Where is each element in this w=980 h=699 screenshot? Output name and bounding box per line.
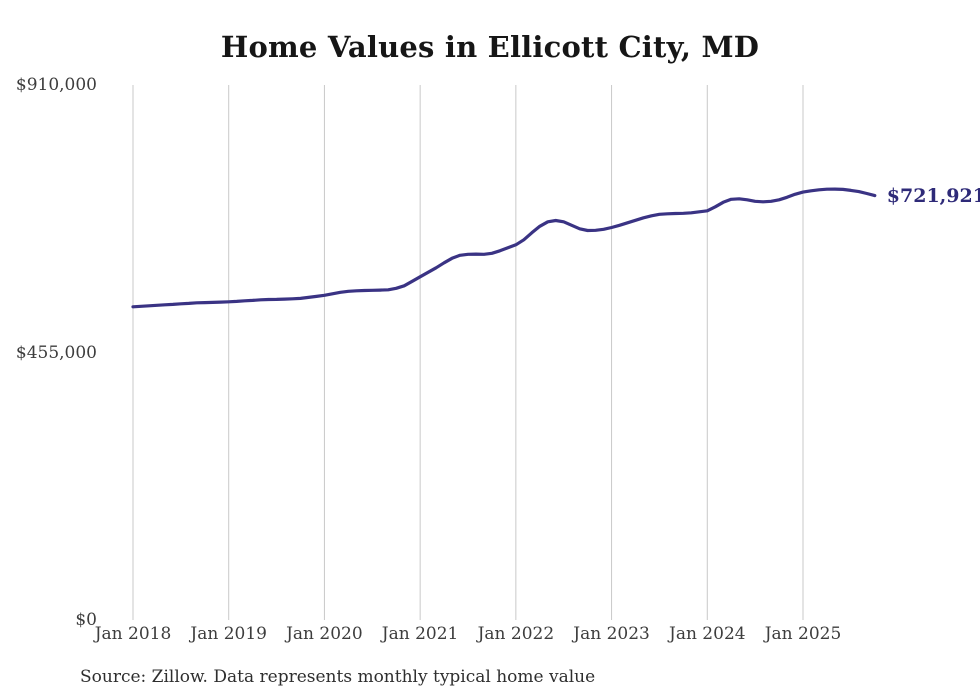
y-tick-label-1: $455,000 (15, 342, 97, 363)
y-tick-label-2: $0 (75, 610, 97, 630)
x-tick-label-jan-2019: Jan 2019 (190, 624, 267, 644)
vertical-gridlines (132, 85, 804, 620)
x-tick-label-jan-2022: Jan 2022 (477, 624, 555, 644)
x-tick-label-jan-2018: Jan 2018 (94, 624, 172, 644)
latest-value-label: $721,921 (886, 184, 980, 207)
x-tick-label-jan-2020: Jan 2020 (286, 624, 363, 644)
home-value-line (131, 187, 877, 309)
y-tick-label-0: $910,000 (15, 75, 97, 95)
source-note: Source: Zillow. Data represents monthly … (80, 667, 596, 687)
x-tick-label-jan-2025: Jan 2025 (764, 624, 842, 644)
x-tick-label-jan-2021: Jan 2021 (381, 624, 459, 644)
x-tick-label-jan-2024: Jan 2024 (669, 624, 746, 644)
x-tick-label-jan-2023: Jan 2023 (573, 624, 650, 644)
chart-title: Home Values in Ellicott City, MD (220, 30, 760, 64)
